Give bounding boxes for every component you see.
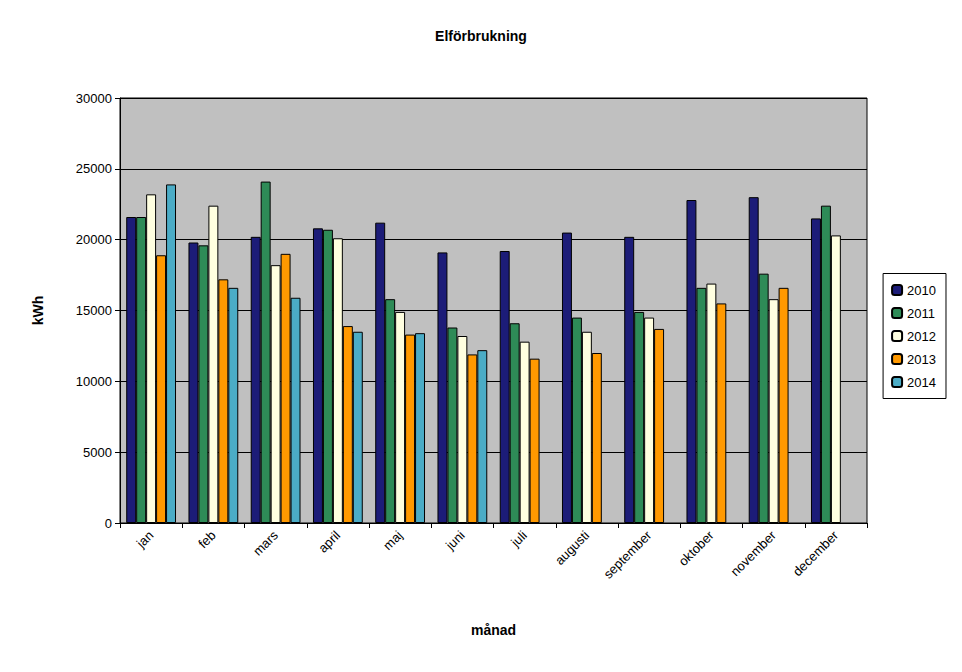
svg-text:25000: 25000 (76, 161, 112, 176)
svg-text:juni: juni (442, 528, 468, 554)
svg-text:feb: feb (195, 528, 218, 551)
svg-text:2014: 2014 (907, 375, 936, 390)
svg-text:december: december (790, 527, 842, 579)
svg-text:2013: 2013 (907, 352, 936, 367)
svg-text:30000: 30000 (76, 91, 112, 106)
svg-text:2011: 2011 (907, 306, 935, 321)
svg-text:10000: 10000 (76, 374, 112, 389)
svg-text:2012: 2012 (907, 329, 936, 344)
svg-text:jan: jan (133, 528, 157, 552)
svg-text:0: 0 (105, 516, 112, 531)
svg-text:mars: mars (250, 527, 281, 558)
svg-text:november: november (727, 527, 779, 579)
svg-text:september: september (600, 527, 654, 581)
svg-text:Elförbrukning: Elförbrukning (435, 28, 527, 44)
svg-text:20000: 20000 (76, 232, 112, 247)
svg-text:15000: 15000 (76, 303, 112, 318)
svg-text:augusti: augusti (552, 528, 592, 568)
svg-text:oktober: oktober (675, 527, 717, 569)
svg-text:april: april (315, 528, 343, 556)
svg-text:juli: juli (507, 528, 530, 551)
svg-text:maj: maj (380, 528, 405, 553)
svg-text:5000: 5000 (83, 445, 112, 460)
svg-text:månad: månad (471, 622, 516, 638)
svg-text:kWh: kWh (30, 296, 46, 326)
svg-text:2010: 2010 (907, 283, 936, 298)
